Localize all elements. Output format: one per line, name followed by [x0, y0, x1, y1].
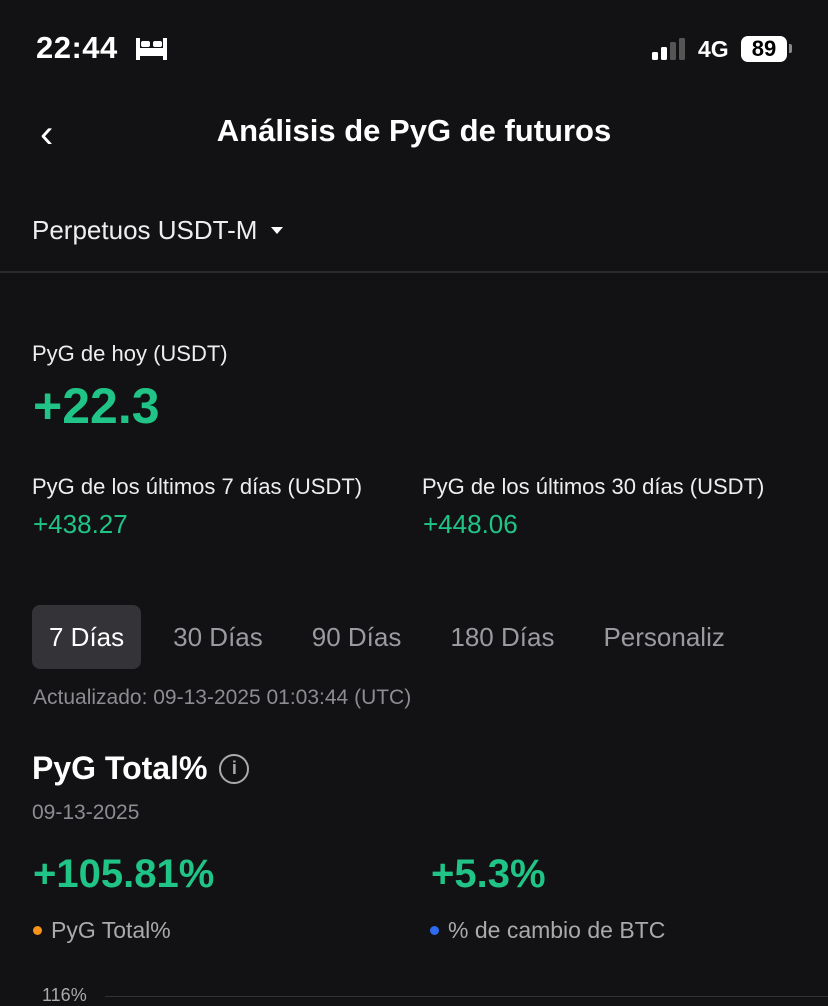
week-pnl-value: +438.27 — [33, 509, 128, 539]
today-pnl-label: PyG de hoy (USDT) — [32, 341, 228, 366]
contract-type-dropdown[interactable]: Perpetuos USDT-M — [32, 215, 284, 246]
tab-30-days[interactable]: 30 Días — [173, 622, 263, 652]
caret-down-icon — [271, 227, 284, 234]
today-pnl-value: +22.3 — [33, 378, 160, 434]
month-pnl-label: PyG de los últimos 30 días (USDT) — [422, 474, 765, 499]
blue-dot-icon — [430, 926, 439, 935]
tab-7-days[interactable]: 7 Días — [32, 605, 142, 669]
total-pnl-heading: PyG Total% i — [32, 750, 250, 787]
tab-90-days[interactable]: 90 Días — [311, 622, 402, 652]
tab-180-days[interactable]: 180 Días — [450, 622, 555, 652]
divider — [0, 271, 828, 273]
info-icon[interactable]: i — [219, 753, 250, 784]
legend-btc-label: % de cambio de BTC — [448, 917, 666, 943]
page-title: Análisis de PyG de futuros — [216, 113, 612, 148]
back-button[interactable]: ‹ — [40, 112, 53, 157]
total-pnl-date: 09-13-2025 — [32, 801, 140, 824]
chart-axis-top-label: 116% — [42, 985, 87, 1005]
period-tabs: 7 Días 30 Días 90 Días 180 Días Personal… — [32, 605, 757, 669]
legend-btc: % de cambio de BTC — [430, 917, 665, 944]
tab-custom[interactable]: Personaliz — [603, 622, 725, 652]
bed-icon — [136, 38, 167, 60]
updated-timestamp: Actualizado: 09-13-2025 01:03:44 (UTC) — [33, 686, 412, 709]
battery-indicator: 89 — [741, 36, 787, 62]
legend-pnl-label: PyG Total% — [51, 917, 171, 943]
total-pnl-value: +105.81% — [33, 852, 215, 896]
chevron-left-icon: ‹ — [40, 112, 54, 156]
network-type: 4G — [698, 36, 729, 62]
orange-dot-icon — [33, 926, 42, 935]
total-pnl-title: PyG Total% — [32, 750, 208, 786]
legend-pnl: PyG Total% — [33, 917, 171, 944]
month-pnl-value: +448.06 — [423, 509, 518, 539]
week-pnl-label: PyG de los últimos 7 días (USDT) — [32, 474, 363, 499]
chart-gridline — [105, 996, 828, 997]
signal-bars-icon — [652, 38, 685, 60]
battery-tip — [789, 44, 792, 53]
status-time: 22:44 — [36, 30, 118, 65]
btc-change-value: +5.3% — [431, 852, 546, 896]
contract-type-value: Perpetuos USDT-M — [32, 215, 258, 245]
